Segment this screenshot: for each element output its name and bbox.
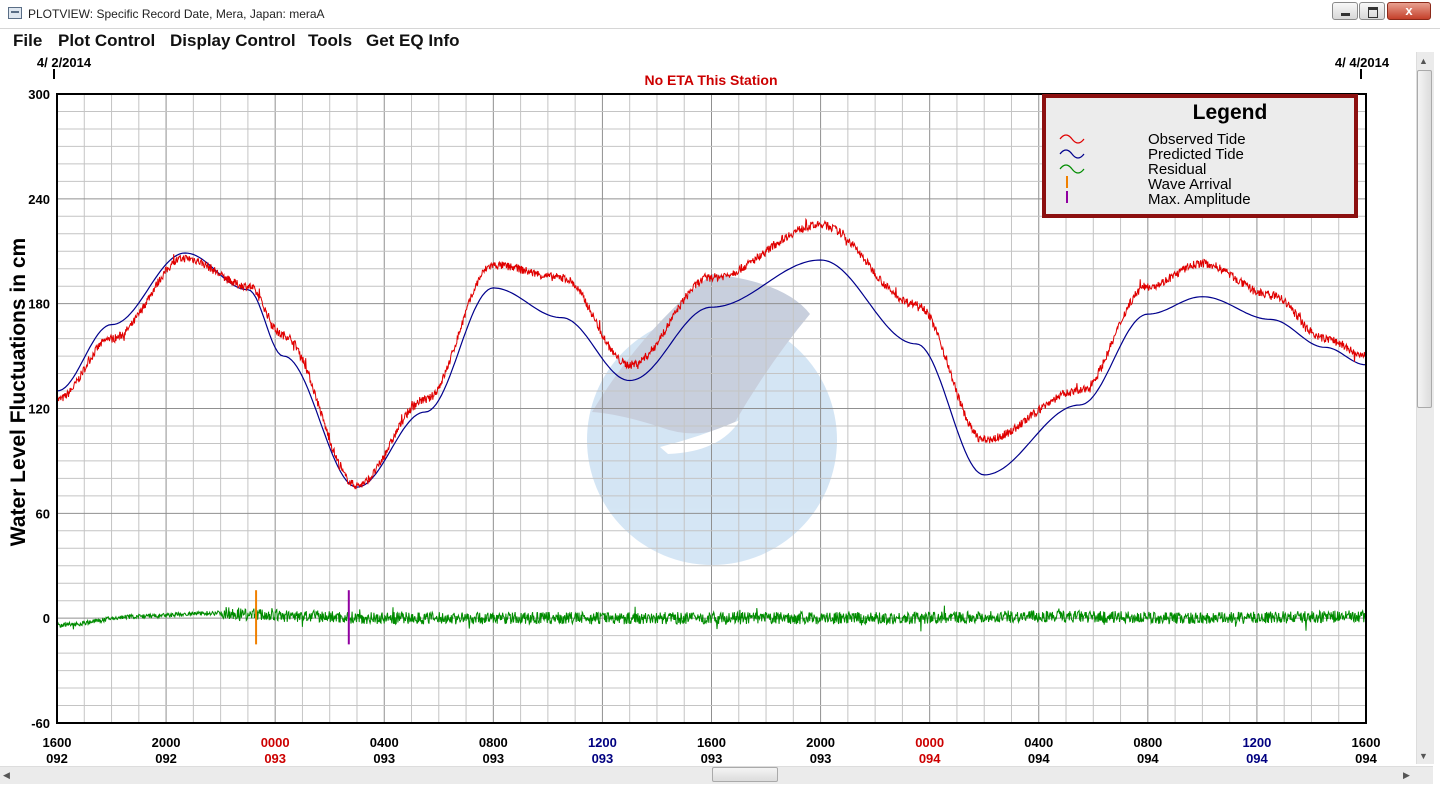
y-tick-label: -60 <box>31 716 50 731</box>
menu-bar: File Plot Control Display Control Tools … <box>0 29 1440 51</box>
scroll-left-arrow[interactable]: ◀ <box>3 770 10 780</box>
end-date-label: 4/ 4/2014 <box>1335 55 1390 70</box>
series-layer <box>56 217 1367 645</box>
app-icon <box>8 7 22 19</box>
x-tick-day-label: 094 <box>919 751 941 766</box>
x-tick-day-label: 093 <box>482 751 504 766</box>
x-tick-day-label: 092 <box>155 751 177 766</box>
close-icon: x <box>1405 3 1413 18</box>
series-observed-tide <box>56 217 1367 490</box>
y-tick-label: 240 <box>28 192 50 207</box>
menu-tools[interactable]: Tools <box>308 31 353 50</box>
close-button[interactable]: x <box>1387 2 1431 20</box>
menu-plot-control[interactable]: Plot Control <box>58 31 156 50</box>
tide-chart: 4/ 2/2014 4/ 4/2014 No ETA This Station … <box>7 55 1390 766</box>
y-tick-label: 0 <box>43 611 50 626</box>
x-tick-time-label: 1600 <box>1352 735 1381 750</box>
x-tick-time-label: 0800 <box>1133 735 1162 750</box>
x-axis-ticks: 1600092200009200000930400093080009312000… <box>43 735 1381 766</box>
y-axis-ticks: 300 240 180 120 60 0 -60 <box>28 87 50 731</box>
legend-wave-icon <box>1059 134 1085 144</box>
legend-entry-label: Wave Arrival <box>1148 176 1232 193</box>
x-tick-day-label: 093 <box>701 751 723 766</box>
maximize-button[interactable] <box>1359 2 1385 20</box>
scroll-down-arrow[interactable]: ▼ <box>1419 751 1428 761</box>
x-tick-day-label: 094 <box>1246 751 1268 766</box>
plot-frame <box>56 93 1367 724</box>
legend-entry-label: Max. Amplitude <box>1148 191 1251 208</box>
series-residual <box>56 603 1367 632</box>
window-titlebar: PLOTVIEW: Specific Record Date, Mera, Ja… <box>0 0 1440 29</box>
legend-box <box>1042 94 1358 218</box>
legend-wave-icon <box>1059 149 1085 159</box>
x-tick-time-label: 0400 <box>1024 735 1053 750</box>
x-tick-time-label: 1600 <box>43 735 72 750</box>
x-tick-time-label: 0400 <box>370 735 399 750</box>
x-tick-time-label: 0000 <box>915 735 944 750</box>
start-date-label: 4/ 2/2014 <box>37 55 92 70</box>
y-tick-label: 300 <box>28 87 50 102</box>
series-predicted-tide <box>56 252 1367 488</box>
menu-get-eq-info[interactable]: Get EQ Info <box>366 31 460 50</box>
y-tick-label: 180 <box>28 297 50 312</box>
vertical-scroll-thumb[interactable] <box>1417 70 1432 408</box>
x-tick-time-label: 0800 <box>479 735 508 750</box>
chart-grid <box>56 93 1367 724</box>
x-tick-time-label: 1200 <box>588 735 617 750</box>
menu-display-control[interactable]: Display Control <box>170 31 296 50</box>
window-title: PLOTVIEW: Specific Record Date, Mera, Ja… <box>28 7 325 21</box>
y-axis-label: Water Level Fluctuations in cm <box>7 238 30 546</box>
horizontal-scroll-thumb[interactable] <box>712 767 778 782</box>
scroll-up-arrow[interactable]: ▲ <box>1419 56 1428 66</box>
x-tick-time-label: 2000 <box>806 735 835 750</box>
y-tick-label: 120 <box>28 402 50 417</box>
x-tick-day-label: 093 <box>810 751 832 766</box>
y-tick-label: 60 <box>36 506 50 521</box>
x-tick-day-label: 092 <box>46 751 68 766</box>
menu-file[interactable]: File <box>13 31 43 50</box>
x-tick-time-label: 1600 <box>697 735 726 750</box>
legend-entry-label: Observed Tide <box>1148 131 1246 148</box>
x-tick-time-label: 2000 <box>152 735 181 750</box>
chart-title: No ETA This Station <box>645 72 778 88</box>
x-tick-day-label: 094 <box>1028 751 1050 766</box>
x-tick-day-label: 094 <box>1355 751 1377 766</box>
legend-entry-label: Residual <box>1148 161 1206 178</box>
x-tick-day-label: 094 <box>1137 751 1159 766</box>
x-tick-day-label: 093 <box>592 751 614 766</box>
x-tick-day-label: 093 <box>264 751 286 766</box>
legend-entry-label: Predicted Tide <box>1148 146 1244 163</box>
x-tick-time-label: 1200 <box>1242 735 1271 750</box>
x-tick-time-label: 0000 <box>261 735 290 750</box>
scroll-right-arrow[interactable]: ▶ <box>1403 770 1410 780</box>
legend-title: Legend <box>1193 101 1268 124</box>
legend-wave-icon <box>1059 164 1085 174</box>
x-tick-day-label: 093 <box>373 751 395 766</box>
minimize-button[interactable] <box>1332 2 1358 20</box>
